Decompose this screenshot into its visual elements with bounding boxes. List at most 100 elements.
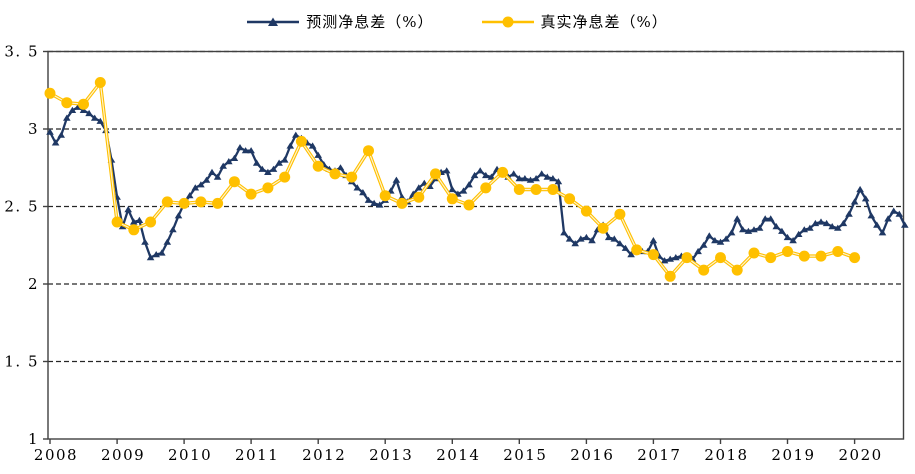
series-predicted-marker: [135, 216, 144, 223]
series-predicted-marker: [509, 170, 518, 177]
series-actual-marker: [44, 87, 56, 99]
series-actual-marker: [647, 249, 659, 261]
series-predicted-marker: [308, 142, 317, 149]
series-predicted-marker: [353, 184, 362, 191]
series-actual-marker: [329, 168, 341, 180]
series-predicted-marker: [711, 237, 719, 244]
series-actual-marker: [128, 224, 140, 236]
series-predicted-marker: [448, 185, 457, 193]
series-actual-marker: [279, 171, 291, 183]
series-predicted-marker: [588, 237, 596, 244]
series-predicted-marker: [537, 170, 546, 177]
series-predicted-marker: [146, 254, 155, 261]
series-actual-marker: [480, 182, 492, 194]
series-predicted-marker: [873, 221, 881, 228]
legend-item-predicted: 预测净息差（%）: [247, 11, 433, 32]
y-tick-label: 2. 5: [4, 198, 39, 216]
series-actual-line-inner: [49, 81, 855, 277]
series-predicted-marker: [761, 215, 769, 222]
series-actual-marker: [396, 197, 408, 209]
series-predicted-marker: [169, 226, 177, 233]
series-actual-marker: [262, 182, 274, 194]
x-tick-label: 2013: [369, 446, 413, 464]
series-predicted-marker: [247, 147, 255, 154]
series-predicted-marker: [744, 227, 753, 234]
series-predicted-marker: [772, 223, 781, 230]
series-predicted-marker: [560, 229, 568, 236]
series-predicted-marker: [621, 244, 630, 251]
x-tick-label: 2016: [570, 446, 614, 464]
series-actual-marker: [597, 222, 609, 234]
series-actual-marker: [782, 246, 793, 257]
series-predicted-marker: [51, 139, 60, 146]
x-tick-label: 2009: [101, 446, 145, 464]
series-predicted-marker: [415, 184, 423, 191]
series-predicted-marker: [85, 109, 93, 117]
series-predicted-marker: [57, 131, 65, 138]
series-actual-marker: [832, 246, 844, 257]
series-actual-marker: [681, 252, 693, 264]
series-predicted-marker: [699, 241, 708, 248]
series-actual-marker: [111, 216, 123, 228]
series-predicted-marker: [241, 147, 250, 154]
x-tick-label: 2015: [503, 446, 547, 464]
x-tick-label: 2017: [637, 446, 681, 464]
series-predicted-marker: [359, 189, 367, 196]
series-predicted-marker: [895, 210, 904, 217]
x-tick-label: 2020: [839, 446, 883, 464]
y-tick-label: 3: [28, 120, 39, 138]
series-predicted-marker: [482, 171, 490, 179]
series-predicted-marker: [258, 165, 267, 172]
legend-line-triangle-icon: [247, 17, 300, 26]
series-actual-marker: [430, 168, 441, 180]
series-predicted-marker: [515, 175, 524, 182]
series-predicted-marker: [130, 218, 138, 225]
legend-line-circle-icon: [481, 16, 534, 27]
series-actual-marker: [212, 197, 224, 209]
plot-frame: [47, 50, 905, 440]
series-actual-marker: [312, 160, 324, 172]
series-actual-marker: [530, 184, 542, 195]
series-predicted-marker: [163, 238, 172, 245]
series-predicted-marker: [789, 237, 797, 244]
series-actual-marker: [295, 135, 307, 147]
series-actual-marker: [513, 184, 525, 195]
series-predicted-marker: [850, 198, 859, 205]
series-predicted-marker: [202, 176, 211, 183]
y-tick-label: 1: [28, 430, 39, 448]
series-actual-marker: [731, 264, 743, 276]
series-actual-marker: [379, 190, 391, 202]
series-actual-marker: [698, 264, 710, 276]
series-predicted-marker: [152, 251, 160, 258]
series-predicted-marker: [722, 235, 730, 242]
series-predicted-marker: [392, 176, 401, 183]
series-actual-marker: [463, 199, 475, 211]
series-predicted-marker: [230, 154, 239, 161]
series-predicted-marker: [878, 229, 887, 236]
series-predicted-marker: [649, 237, 658, 244]
y-tick-label: 1. 5: [4, 353, 39, 371]
series-predicted-marker: [208, 168, 216, 175]
series-actual-line: [49, 80, 856, 278]
series-predicted-marker: [733, 215, 741, 222]
series-predicted-marker: [252, 159, 261, 166]
series-actual-marker: [765, 252, 777, 264]
series-predicted-marker: [74, 103, 82, 110]
series-predicted-marker: [867, 212, 876, 219]
series-actual-marker: [161, 196, 173, 208]
series-predicted-marker: [822, 219, 831, 227]
series-predicted-marker: [46, 128, 54, 135]
series-predicted-marker: [856, 185, 864, 193]
series-predicted-marker: [236, 144, 244, 151]
series-predicted-marker: [727, 229, 736, 236]
series-predicted-marker: [783, 233, 792, 241]
series-predicted-marker: [861, 195, 870, 202]
series-predicted-marker: [336, 164, 345, 171]
series-predicted-marker: [845, 210, 853, 217]
series-predicted-marker: [755, 224, 764, 231]
series-predicted-marker: [817, 218, 825, 225]
series-predicted-marker: [219, 162, 227, 169]
series-predicted-marker: [521, 175, 529, 182]
